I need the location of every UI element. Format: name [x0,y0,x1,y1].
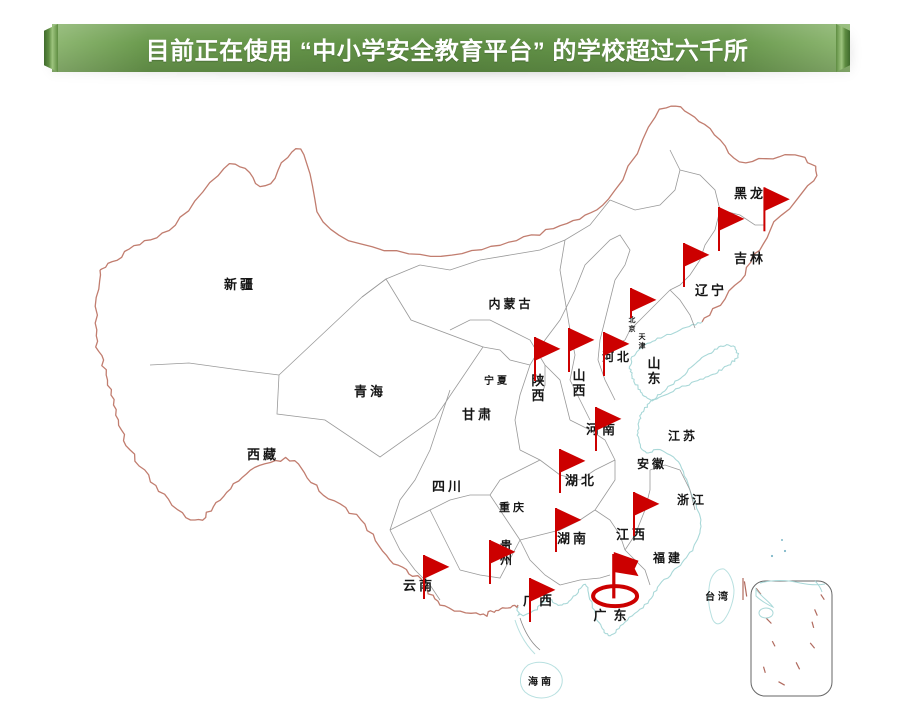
svg-text:山西: 山西 [572,368,585,398]
svg-text:云南: 云南 [403,578,435,593]
svg-text:新疆: 新疆 [224,277,256,292]
svg-text:山东: 山东 [647,356,660,386]
svg-text:安徽: 安徽 [637,456,667,471]
svg-text:黑龙: 黑龙 [734,186,766,201]
svg-text:甘肃: 甘肃 [462,407,494,422]
svg-text:江西: 江西 [616,527,648,542]
svg-text:重庆: 重庆 [499,500,527,514]
svg-text:湖南: 湖南 [557,531,589,546]
svg-text:海南: 海南 [528,675,554,688]
svg-text:福建: 福建 [652,550,683,565]
svg-text:广: 广 [593,608,606,623]
svg-text:辽宁: 辽宁 [695,283,727,298]
svg-text:吉林: 吉林 [734,251,766,266]
svg-text:宁夏: 宁夏 [484,374,510,387]
svg-text:四川: 四川 [432,479,464,494]
svg-text:台湾: 台湾 [705,590,731,603]
svg-text:江苏: 江苏 [668,428,698,443]
svg-text:湖北: 湖北 [565,473,597,488]
svg-text:东: 东 [613,608,626,623]
svg-text:浙江: 浙江 [677,492,707,507]
svg-text:内蒙古: 内蒙古 [488,296,533,311]
svg-text:青海: 青海 [354,384,386,399]
svg-text:西藏: 西藏 [247,447,279,462]
svg-text:陕西: 陕西 [531,373,545,403]
